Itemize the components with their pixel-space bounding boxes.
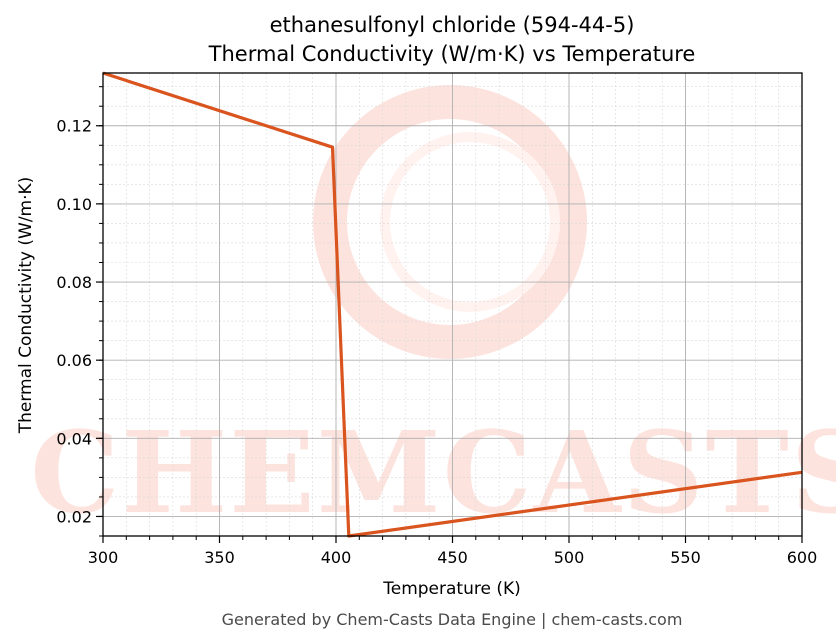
x-tick-label: 550 — [670, 548, 701, 567]
y-tick-label: 0.08 — [56, 273, 92, 292]
x-tick-label: 600 — [787, 548, 818, 567]
y-tick-label: 0.04 — [56, 429, 92, 448]
watermark-text: CHEMCASTS — [30, 408, 836, 539]
y-axis-label: Thermal Conductivity (W/m·K) — [16, 177, 36, 435]
x-axis-label: Temperature (K) — [382, 579, 521, 599]
footer-credit: Generated by Chem-Casts Data Engine | ch… — [222, 610, 683, 629]
chart-title: ethanesulfonyl chloride (594-44-5) — [270, 13, 635, 37]
y-tick-label: 0.12 — [56, 117, 92, 136]
watermark-logo-icon — [313, 85, 587, 359]
series-line — [102, 71, 803, 538]
y-axis-ticks: 0.02 0.04 0.06 0.08 0.10 0.12 — [56, 86, 103, 537]
y-tick-label: 0.02 — [56, 507, 92, 526]
x-tick-label: 450 — [437, 548, 468, 567]
watermark: CHEMCASTS — [30, 85, 836, 539]
x-axis-ticks: 300 350 400 450 500 550 600 — [88, 536, 818, 567]
x-tick-label: 500 — [554, 548, 585, 567]
chart-subtitle: Thermal Conductivity (W/m·K) vs Temperat… — [208, 42, 696, 66]
x-tick-label: 350 — [204, 548, 235, 567]
x-tick-label: 400 — [321, 548, 352, 567]
y-tick-label: 0.06 — [56, 351, 92, 370]
y-tick-label: 0.10 — [56, 195, 92, 214]
x-tick-label: 300 — [88, 548, 119, 567]
